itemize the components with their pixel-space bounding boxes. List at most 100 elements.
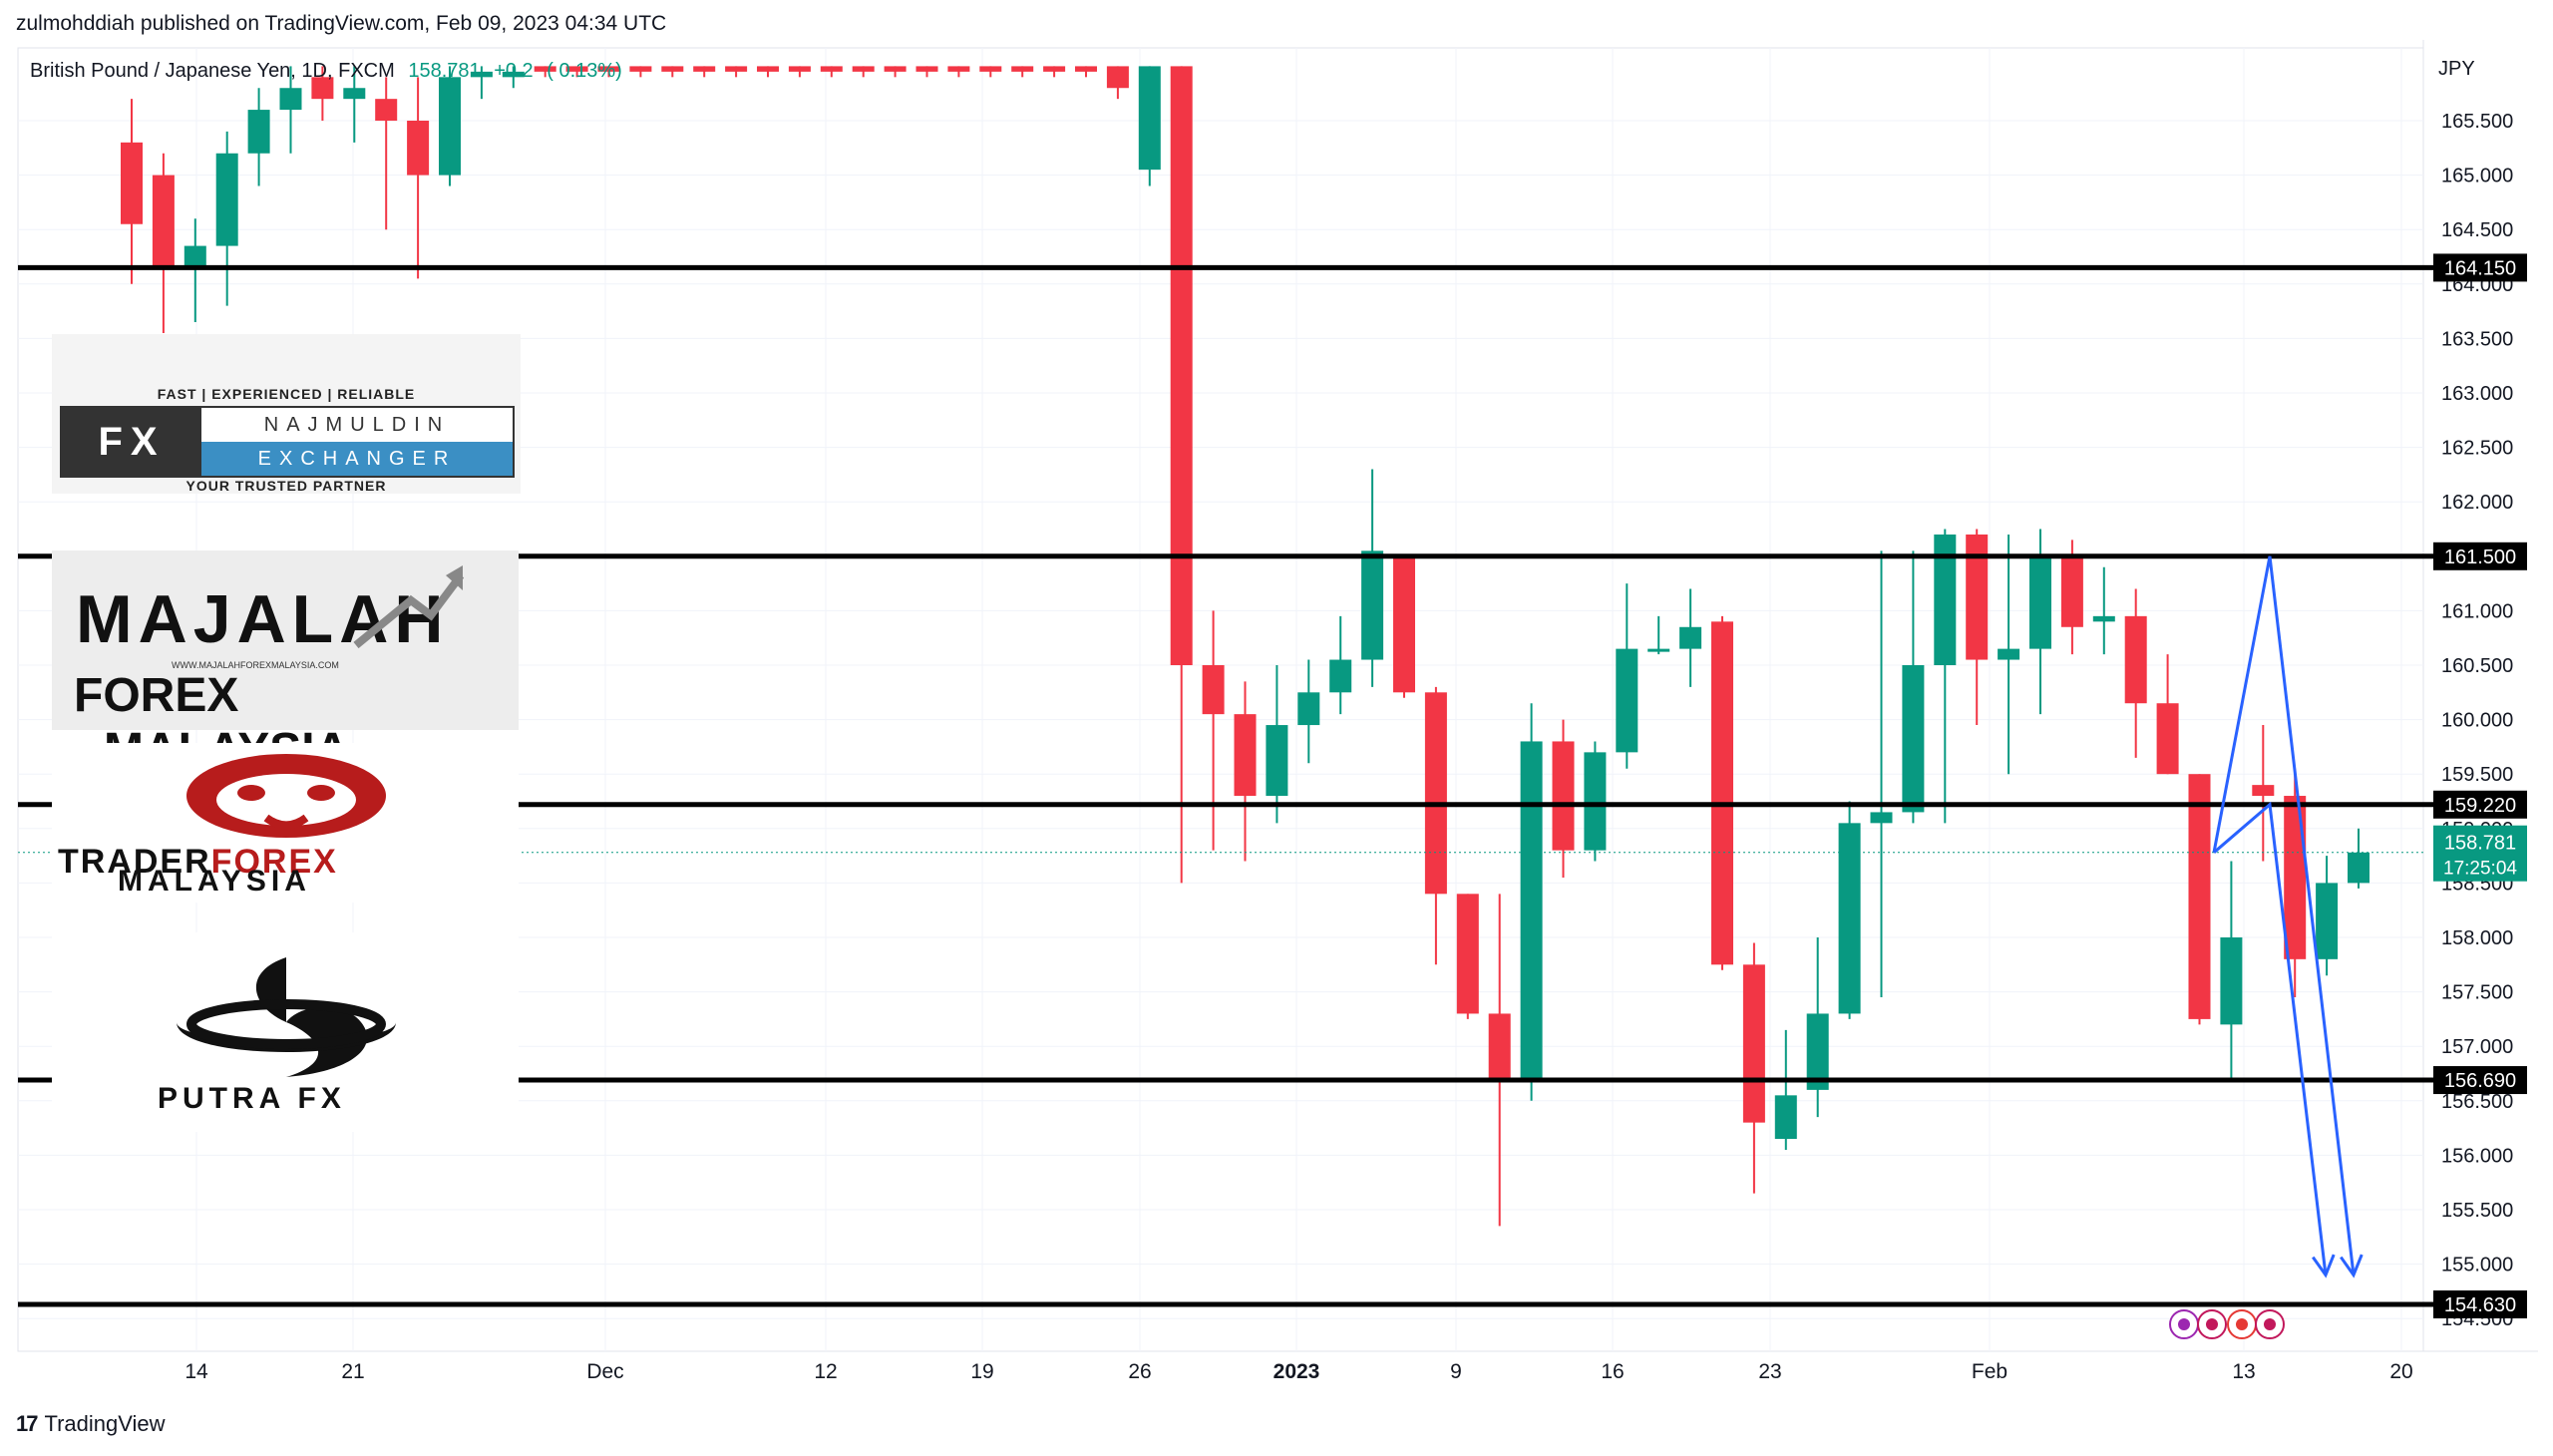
candle [1934, 529, 1957, 824]
candle-body [1774, 1095, 1797, 1140]
time-tick-label: 20 [2389, 1360, 2412, 1383]
candle [2348, 828, 2370, 889]
price-tick-label: 161.000 [2441, 600, 2513, 622]
event-dot [2206, 1318, 2218, 1330]
price-tick-label: 158.000 [2441, 927, 2513, 949]
candle [820, 66, 843, 78]
candle [183, 218, 206, 323]
putra-swirl-icon [177, 957, 396, 1077]
najmuldin-partner: YOUR TRUSTED PARTNER [185, 478, 387, 494]
candle [215, 131, 238, 306]
candle [279, 66, 302, 154]
symbol-legend[interactable]: British Pound / Japanese Yen, 1D, FXCM 1… [30, 60, 622, 83]
candle [1202, 610, 1225, 851]
countdown-text: 17:25:04 [2443, 859, 2517, 880]
projection-arrows [2212, 555, 2364, 1278]
candle [1329, 615, 1352, 715]
candle [947, 66, 970, 78]
candle-body [121, 142, 143, 224]
price-tick-label: 165.000 [2441, 166, 2513, 187]
candle [375, 77, 398, 230]
candle-body [1552, 741, 1575, 851]
time-tick-label: 12 [814, 1360, 837, 1383]
traderforex-logo: TRADERFOREX MALAYSIA [52, 743, 519, 903]
candle [311, 66, 334, 121]
candle-body [1138, 66, 1161, 171]
publisher-line: zulmohddiah published on TradingView.com… [16, 12, 667, 35]
level-price-label: 156.690 [2433, 1066, 2527, 1095]
level-label-bg [2433, 253, 2527, 282]
candle [534, 66, 556, 78]
candle-body [2124, 615, 2147, 704]
candle-body [1424, 692, 1447, 895]
candle-body [757, 66, 779, 72]
traderforex-line1: TRADERFOREX [58, 843, 338, 882]
candle [2316, 856, 2339, 976]
candle-body [1106, 66, 1129, 89]
candle [502, 66, 525, 89]
candle-body [979, 66, 1002, 72]
level-label-bg [2433, 542, 2527, 570]
candle-body [1616, 648, 1639, 753]
najmuldin-tagline: FAST | EXPERIENCED | RELIABLE [157, 386, 416, 402]
candle [788, 66, 811, 78]
candle [2188, 774, 2211, 1025]
level-label-text: 156.690 [2444, 1070, 2516, 1092]
exchanger-word: EXCHANGER [201, 442, 513, 476]
candle-body [1329, 659, 1352, 693]
candle [1456, 894, 1479, 1019]
candle-body [1266, 725, 1288, 797]
candle [597, 66, 620, 78]
level-price-label: 154.630 [2433, 1290, 2527, 1319]
candle [757, 66, 779, 78]
candle [1424, 686, 1447, 965]
price-tick-label: 155.000 [2441, 1255, 2513, 1276]
tradingview-logo-icon: 17 [16, 1411, 39, 1436]
candle-body [2348, 852, 2370, 884]
candle [1011, 66, 1034, 78]
candle [565, 66, 588, 78]
candle [1520, 703, 1543, 1101]
footer-brand[interactable]: 17 TradingView [16, 1411, 166, 1437]
candle [2060, 540, 2083, 655]
candle-body [820, 66, 843, 72]
najmuldin-word: NAJMULDIN [201, 408, 513, 442]
putra-fx-text: PUTRA FX [158, 1082, 346, 1115]
candle-body [1488, 1013, 1511, 1079]
candle [1838, 801, 1861, 1019]
candle [2220, 861, 2243, 1079]
candle-body [1361, 550, 1384, 660]
candle [1870, 550, 1893, 998]
candle-body [1870, 812, 1893, 824]
fx-mark: FX [62, 408, 201, 476]
candle [152, 153, 175, 333]
level-price-label: 164.150 [2433, 253, 2527, 282]
candles [121, 66, 2370, 1227]
candle-body [1456, 894, 1479, 1014]
candle-body [1075, 66, 1097, 72]
time-tick-label: 13 [2232, 1360, 2255, 1383]
candle-body [534, 66, 556, 72]
candle-body [1202, 665, 1225, 715]
level-label-text: 159.220 [2444, 795, 2516, 817]
time-tick-label: Dec [586, 1360, 623, 1383]
candle [1902, 550, 1925, 824]
candle [1106, 66, 1129, 100]
trader-word: TRADER [58, 843, 211, 881]
candle-body [788, 66, 811, 72]
candle [439, 66, 461, 186]
time-tick-label: 9 [1450, 1360, 1462, 1383]
last-price: 158.781 [408, 60, 481, 82]
candle-body [661, 66, 684, 72]
candle [1393, 555, 1415, 698]
projection-arrow [2213, 801, 2336, 1278]
price-labels: 164.150 161.500 159.220 156.690 154.630 158.7… [2433, 253, 2527, 1319]
majalah-forex-logo: MAJALAH WWW.MAJALAHFOREXMALAYSIA.COM FOR… [52, 550, 519, 777]
candle-body [884, 66, 907, 72]
candle-body [2220, 937, 2243, 1025]
candle-body [279, 88, 302, 111]
event-dot [2236, 1318, 2248, 1330]
candle [121, 99, 143, 284]
candle [1966, 529, 1989, 726]
candle [1647, 615, 1670, 655]
